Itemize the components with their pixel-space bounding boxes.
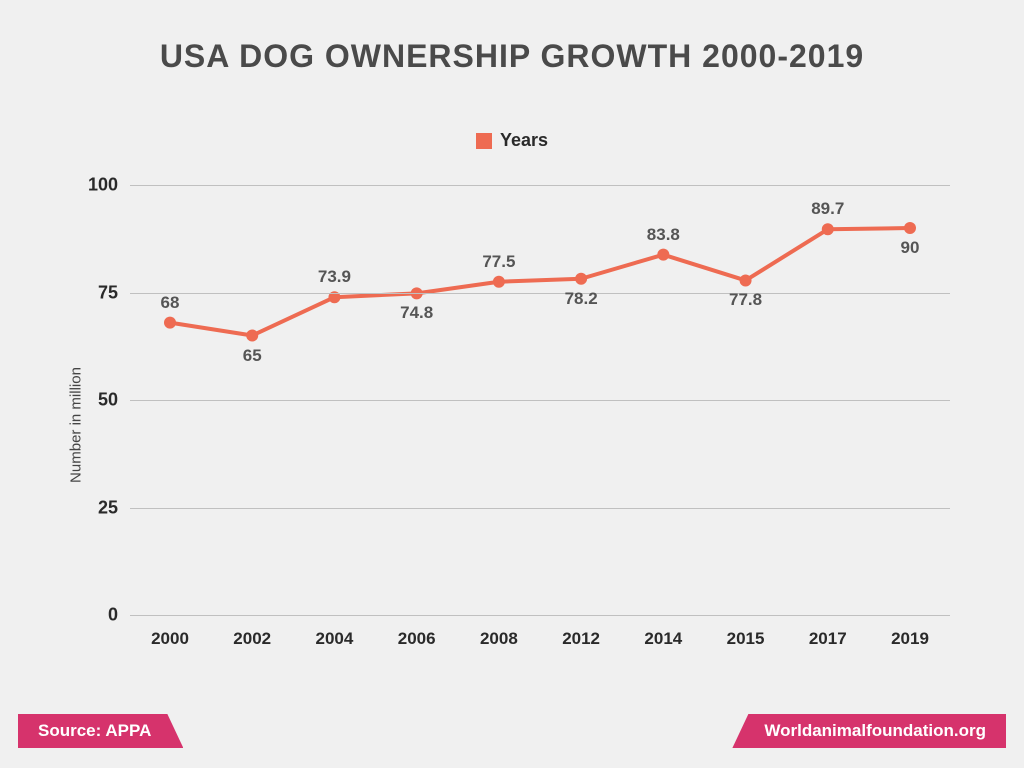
- x-tick-label: 2000: [151, 615, 189, 649]
- y-axis-label: Number in million: [67, 367, 84, 483]
- source-badge: Source: APPA: [18, 714, 183, 748]
- x-tick-label: 2006: [398, 615, 436, 649]
- x-tick-label: 2014: [644, 615, 682, 649]
- y-tick-label: 75: [98, 282, 130, 303]
- data-point: [904, 222, 916, 234]
- data-label: 74.8: [400, 303, 433, 323]
- data-label: 77.8: [729, 290, 762, 310]
- x-tick-label: 2015: [727, 615, 765, 649]
- x-tick-label: 2008: [480, 615, 518, 649]
- data-label: 65: [243, 346, 262, 366]
- data-label: 90: [901, 238, 920, 258]
- x-tick-label: 2004: [316, 615, 354, 649]
- data-point: [246, 330, 258, 342]
- data-label: 78.2: [565, 289, 598, 309]
- data-label: 83.8: [647, 225, 680, 245]
- plot-area: 0255075100200020022004200620082012201420…: [130, 185, 950, 615]
- data-point: [822, 223, 834, 235]
- data-label: 77.5: [482, 252, 515, 272]
- data-label: 68: [161, 293, 180, 313]
- x-tick-label: 2002: [233, 615, 271, 649]
- gridline: [130, 185, 950, 186]
- gridline: [130, 400, 950, 401]
- data-point: [740, 274, 752, 286]
- y-tick-label: 100: [88, 175, 130, 196]
- data-point: [575, 273, 587, 285]
- y-tick-label: 0: [108, 605, 130, 626]
- legend: Years: [0, 130, 1024, 151]
- series-line: [170, 228, 910, 336]
- legend-label: Years: [500, 130, 548, 150]
- x-tick-label: 2017: [809, 615, 847, 649]
- data-label: 89.7: [811, 199, 844, 219]
- y-tick-label: 25: [98, 497, 130, 518]
- data-label: 73.9: [318, 267, 351, 287]
- y-tick-label: 50: [98, 390, 130, 411]
- data-point: [164, 317, 176, 329]
- data-point: [657, 249, 669, 261]
- data-point: [493, 276, 505, 288]
- legend-marker: [476, 133, 492, 149]
- chart-area: Number in million 0255075100200020022004…: [60, 175, 980, 675]
- gridline: [130, 293, 950, 294]
- site-badge: Worldanimalfoundation.org: [732, 714, 1006, 748]
- gridline: [130, 508, 950, 509]
- x-tick-label: 2019: [891, 615, 929, 649]
- chart-title: USA DOG OWNERSHIP GROWTH 2000-2019: [0, 0, 1024, 75]
- x-tick-label: 2012: [562, 615, 600, 649]
